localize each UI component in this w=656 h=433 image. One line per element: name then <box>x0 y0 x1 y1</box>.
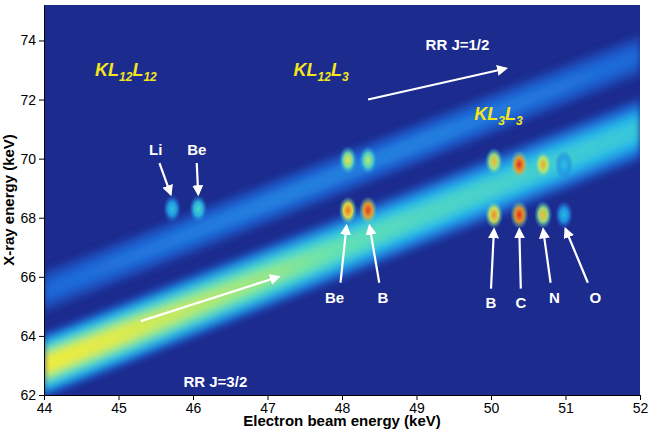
subscript: 3 <box>342 70 349 84</box>
label-part: L <box>132 60 143 80</box>
y-axis-tick: 74 <box>20 32 44 48</box>
annotation-label: B <box>378 289 389 306</box>
y-axis-tick: 62 <box>20 387 44 403</box>
x-axis-tick-label: 51 <box>558 400 574 416</box>
y-axis-tick-label: 64 <box>20 328 36 344</box>
resonance-spot <box>510 151 528 179</box>
spots <box>163 146 573 229</box>
rr-band <box>44 46 640 301</box>
x-axis-tick: 50 <box>484 395 500 416</box>
resonance-spot <box>359 146 377 174</box>
annotation-arrow <box>566 229 588 283</box>
x-axis-tick: 51 <box>558 395 574 416</box>
group-label: KL3L3 <box>474 104 523 128</box>
chart: 44454647484950515262646668707274Electron… <box>0 0 656 433</box>
y-axis-tick-mark <box>39 277 44 278</box>
resonance-spot <box>359 196 377 224</box>
annotation-arrow <box>368 69 506 100</box>
resonance-spot <box>555 201 573 229</box>
annotation-label: RR J=3/2 <box>183 373 247 390</box>
label-part: L <box>505 104 516 124</box>
annotation-arrow <box>197 163 198 194</box>
rr-band <box>44 38 640 310</box>
x-axis-tick-label: 44 <box>37 400 53 416</box>
annotation-arrow <box>491 230 494 289</box>
annotation-label: Be <box>187 141 206 158</box>
annotation-arrow <box>141 277 279 321</box>
bands <box>44 33 640 395</box>
resonance-spot <box>339 146 357 174</box>
x-axis-tick: 44 <box>37 395 53 416</box>
label-part: KL <box>294 60 318 80</box>
annotation-arrow <box>341 226 347 283</box>
resonance-spot <box>189 195 207 223</box>
plot-area <box>44 33 640 395</box>
resonance-spot <box>555 151 573 179</box>
y-axis-tick: 70 <box>20 151 44 167</box>
resonance-spot <box>534 151 552 179</box>
label-part: L <box>331 60 342 80</box>
resonance-spot <box>534 201 552 229</box>
y-axis-tick-label: 72 <box>20 92 36 108</box>
y-axis-tick-label: 66 <box>20 269 36 285</box>
x-axis-tick: 52 <box>633 395 649 416</box>
subscript: 12 <box>119 70 133 84</box>
x-axis-title: Electron beam energy (keV) <box>243 412 441 429</box>
annotation-arrow <box>370 226 380 283</box>
resonance-spot <box>485 148 503 176</box>
x-axis-tick-label: 45 <box>111 400 127 416</box>
x-axis-tick-label: 52 <box>633 400 649 416</box>
annotation-label: O <box>589 289 601 306</box>
x-axis-tick: 46 <box>186 395 202 416</box>
y-axis-tick: 68 <box>20 210 44 226</box>
resonance-spot <box>485 201 503 229</box>
y-axis-tick-label: 70 <box>20 151 36 167</box>
subscript: 3 <box>516 114 523 128</box>
label-part: KL <box>95 60 119 80</box>
y-axis-title: X-ray energy (keV) <box>0 134 17 266</box>
x-axis-tick-label: 50 <box>484 400 500 416</box>
y-axis-tick-mark <box>39 336 44 337</box>
annotation-label: Be <box>325 289 344 306</box>
y-axis-tick-mark <box>39 395 44 396</box>
annotation-label: Li <box>149 141 162 158</box>
x-axis-tick-label: 46 <box>186 400 202 416</box>
y-axis-line <box>44 6 45 396</box>
annotation-arrow <box>519 230 520 289</box>
group-label: KL12L12 <box>95 60 157 84</box>
resonance-spot <box>163 195 181 223</box>
y-axis: 62 64 66 68 70 72 74 <box>20 6 44 403</box>
annotation-label: N <box>549 289 560 306</box>
y-axis-tick-mark <box>39 40 44 41</box>
y-axis-tick-mark <box>39 159 44 160</box>
rr-band <box>44 42 640 305</box>
label-part: KL <box>474 104 498 124</box>
y-axis-tick-label: 68 <box>20 210 36 226</box>
annotation-arrow <box>159 163 170 194</box>
subscript: 12 <box>318 70 332 84</box>
y-axis-tick-mark <box>39 218 44 219</box>
annotation-label: RR J=1/2 <box>426 36 490 53</box>
subscript: 12 <box>143 70 157 84</box>
x-axis-tick: 45 <box>111 395 127 416</box>
y-axis-tick-mark <box>39 100 44 101</box>
annotations: KL12L12KL12L3KL3L3RR J=1/2RR J=3/2LiBeBe… <box>95 36 601 390</box>
annotation-label: C <box>515 294 526 311</box>
annotation-label: B <box>486 294 497 311</box>
y-axis-tick: 66 <box>20 269 44 285</box>
y-axis-tick: 64 <box>20 328 44 344</box>
plot-background <box>44 5 640 395</box>
resonance-spot <box>510 201 528 229</box>
y-axis-tick: 72 <box>20 92 44 108</box>
rr-band <box>44 50 640 297</box>
y-axis-tick-label: 62 <box>20 387 36 403</box>
y-axis-tick-label: 74 <box>20 32 36 48</box>
group-label: KL12L3 <box>294 60 349 84</box>
annotation-arrow <box>543 230 550 283</box>
rr-band <box>44 33 640 314</box>
resonance-spot <box>339 196 357 224</box>
